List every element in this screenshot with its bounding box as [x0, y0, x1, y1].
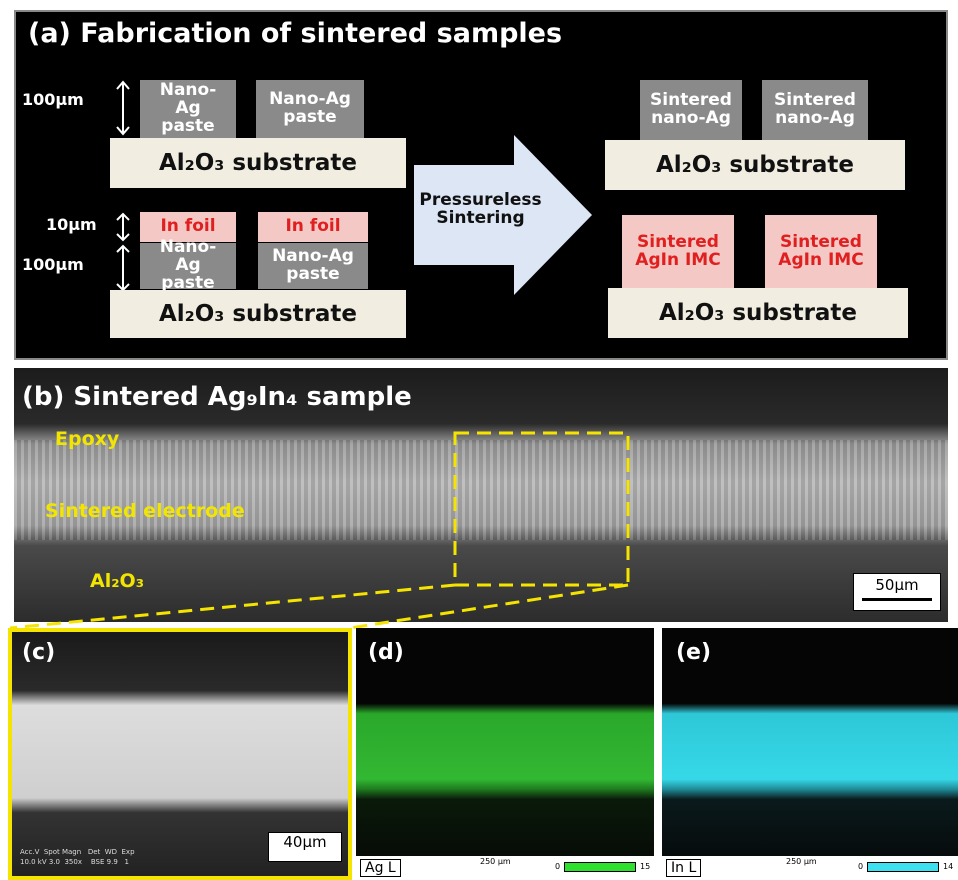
range-min: 0	[555, 862, 560, 871]
scale-label: 40µm	[268, 832, 342, 862]
range-min: 0	[858, 862, 863, 871]
figure: (a) Fabrication of sintered samples 100µ…	[0, 0, 958, 880]
element-label: In L	[666, 859, 701, 877]
range-max: 14	[943, 862, 953, 871]
scale-label: 250 µm	[786, 857, 817, 866]
range-max: 15	[640, 862, 650, 871]
element-label: Ag L	[360, 859, 401, 877]
color-bar	[564, 862, 636, 872]
sem-info: Acc.V Spot Magn Det WD Exp	[20, 848, 135, 856]
panel-label: (c)	[22, 640, 55, 665]
eds-map	[356, 628, 654, 880]
panel-label: (d)	[368, 640, 404, 665]
sem-info: 10.0 kV 3.0 350x BSE 9.9 1	[20, 858, 129, 866]
eds-map	[662, 628, 958, 880]
color-bar	[867, 862, 939, 872]
scale-label: 250 µm	[480, 857, 511, 866]
panel-label: (e)	[676, 640, 711, 665]
